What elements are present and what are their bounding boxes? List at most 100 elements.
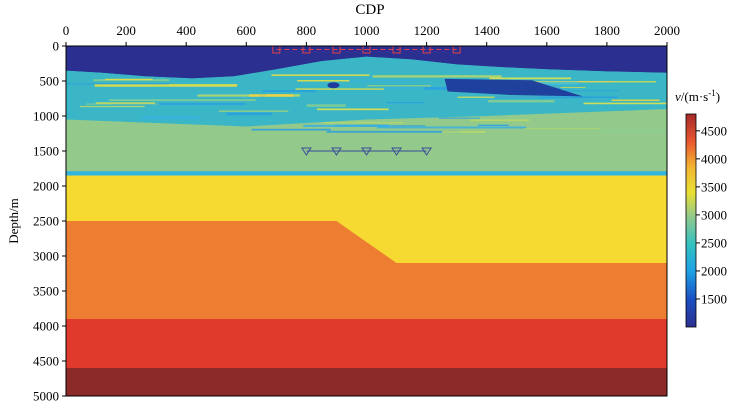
shallow-stripe (386, 102, 425, 104)
shallow-stripe (595, 129, 667, 132)
shallow-stripe (306, 104, 346, 107)
shallow-stripe (478, 124, 509, 127)
y-tick-label: 3500 (33, 284, 59, 299)
x-axis-label: CDP (355, 2, 384, 18)
shallow-stripe (489, 77, 572, 80)
shallow-stripe (271, 74, 370, 76)
shallow-stripe (295, 88, 384, 90)
colorbar-tick-label: 2500 (701, 235, 727, 250)
colorbar-tick-label: 2000 (701, 263, 727, 278)
y-tick-label: 2000 (33, 179, 59, 194)
shallow-stripe (105, 78, 153, 81)
shallow-stripe (390, 125, 426, 127)
y-tick-label: 2500 (33, 214, 59, 229)
shallow-stripe (262, 90, 317, 93)
receiver-marker (391, 147, 402, 156)
colorbar-label-exp: -1 (708, 88, 716, 98)
shallow-stripe (470, 119, 530, 122)
colorbar-tick-label: 4500 (701, 123, 727, 138)
shallow-stripe (303, 124, 391, 127)
shallow-stripe (367, 85, 432, 87)
receiver-line (300, 147, 433, 156)
shallow-stripe (372, 75, 502, 78)
low-velocity-lens (444, 78, 583, 97)
y-tick-label: 1000 (33, 109, 59, 124)
colorbar-tick-label: 1500 (701, 291, 727, 306)
shallow-stripe (338, 80, 416, 81)
x-tick-label: 200 (116, 23, 136, 38)
shallow-stripe (487, 99, 555, 103)
colorbar-label: v/(m·s-1) (675, 88, 720, 104)
x-tick-label: 800 (297, 23, 317, 38)
water-overlay (66, 46, 667, 79)
colorbar-label-unit: /(m·s (681, 89, 708, 104)
x-tick-label: 2000 (654, 23, 680, 38)
shallow-stripe (226, 112, 272, 116)
shallow-stripe (438, 117, 480, 119)
shallow-stripe (197, 94, 259, 97)
shallow-stripe (66, 83, 170, 85)
colorbar-gradient (685, 113, 697, 328)
y-tick-label: 0 (53, 39, 60, 54)
shallow-stripe (316, 108, 389, 111)
x-tick-label: 0 (63, 23, 70, 38)
receiver-marker (421, 147, 433, 156)
y-axis-label: Depth/m (6, 198, 21, 244)
shallow-stripe (297, 80, 350, 82)
layer-4800 (66, 368, 667, 396)
shallow-stripe (540, 96, 587, 99)
colorbar-ticks: 1500 2000 2500 3000 3500 4000 4500 (696, 123, 727, 306)
shallow-stripe (323, 122, 403, 124)
y-tick-label: 3000 (33, 249, 59, 264)
shallow-stripe (442, 130, 486, 133)
shallow-stripe (110, 103, 246, 105)
shallow-stripe (86, 103, 160, 105)
x-tick-label: 600 (237, 23, 257, 38)
shallow-stripe (512, 90, 620, 92)
shallow-stripe (94, 84, 238, 87)
receiver-marker (361, 147, 372, 156)
colorbar: 1500 2000 2500 3000 3500 4000 4500 v/(m·s-1) (675, 88, 727, 328)
layer-4450 (66, 319, 667, 368)
y-tick-label: 1500 (33, 144, 59, 159)
shallow-stripe (79, 105, 145, 108)
x-tick-label: 1200 (414, 23, 440, 38)
receiver-marker (331, 147, 342, 156)
shallow-stripe (251, 128, 331, 131)
shallow-stripe (109, 99, 256, 102)
shallow-stripe (540, 87, 586, 88)
x-axis: 0 200 400 600 800 1000 1200 1400 1600 1800 2000 (63, 23, 680, 46)
x-tick-label: 1000 (354, 23, 380, 38)
shallow-stripe (141, 116, 200, 119)
colorbar-tick-label: 3000 (701, 207, 727, 222)
colorbar-label-var: v (675, 89, 681, 104)
velocity-model (66, 46, 667, 396)
shallow-stripe (326, 130, 461, 133)
shallow-zone (66, 46, 667, 133)
shallow-stripe (611, 99, 660, 102)
layer-4100 (66, 221, 667, 319)
shallow-stripe (378, 87, 445, 89)
layer-2200 (66, 171, 667, 176)
x-tick-label: 400 (176, 23, 196, 38)
y-axis: 0 500 1000 1500 2000 2500 3000 3500 4000 4500 5000 (33, 39, 66, 404)
y-tick-label: 4000 (33, 319, 59, 334)
receiver-marker (300, 147, 312, 156)
shallow-stripe (218, 110, 289, 112)
y-tick-label: 4500 (33, 354, 59, 369)
x-tick-label: 1800 (594, 23, 620, 38)
y-tick-label: 5000 (33, 389, 59, 404)
x-tick-label: 1600 (534, 23, 560, 38)
colorbar-label-close: ) (716, 89, 720, 104)
shallow-stripe (377, 126, 527, 129)
shallow-stripe (481, 81, 614, 83)
shallow-stripe (524, 128, 601, 130)
shallow-stripe (583, 102, 667, 105)
layer-group (66, 46, 667, 396)
colorbar-tick-label: 4000 (701, 151, 727, 166)
colorbar-tick-label: 3500 (701, 179, 727, 194)
x-tick-label: 1400 (474, 23, 500, 38)
shallow-stripe (95, 102, 156, 105)
shallow-stripe (93, 79, 170, 82)
